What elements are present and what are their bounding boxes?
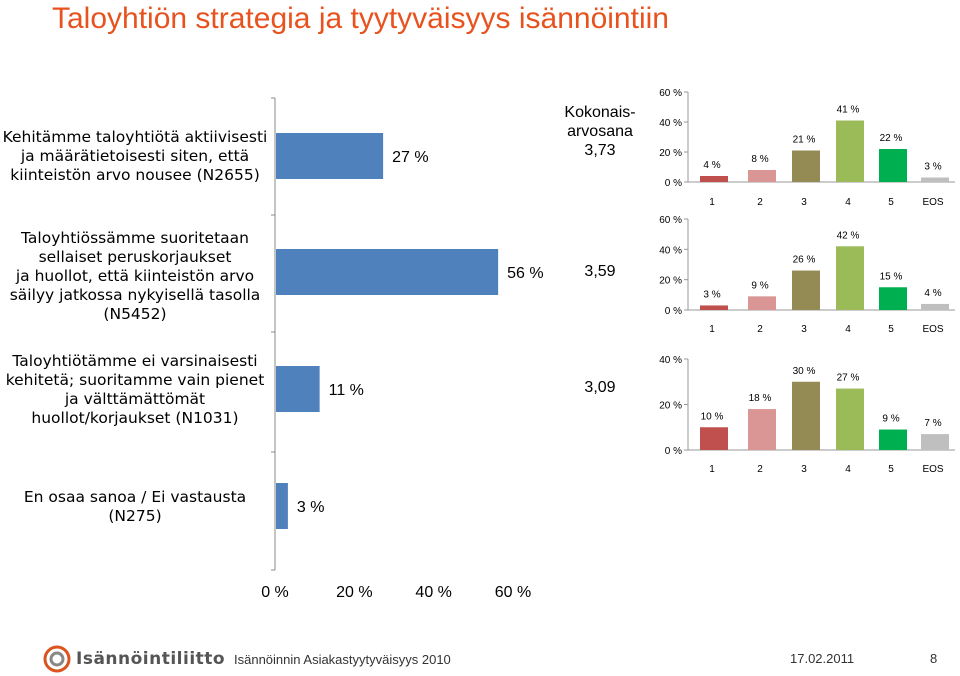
score-value: 3,59: [584, 263, 615, 280]
panel-y-tick-label: 60 %: [659, 88, 682, 99]
panel-bar: [700, 427, 728, 450]
panel-bar-value-label: 10 %: [701, 411, 724, 422]
panel-bar-value-label: 9 %: [751, 280, 768, 291]
panel-x-tick-label: EOS: [922, 464, 943, 475]
panel-bar: [792, 270, 820, 310]
main-bar-value-label: 11 %: [329, 382, 364, 399]
panel-bar-value-label: 26 %: [793, 255, 816, 266]
panel-bar: [792, 381, 820, 450]
logo: Isännöintiliitto: [42, 644, 225, 674]
logo-icon: [43, 645, 71, 673]
main-x-tick-label: 40 %: [415, 584, 451, 601]
panel-bar-value-label: 8 %: [751, 154, 768, 165]
panel-x-tick-label: 1: [709, 324, 715, 335]
panel-y-tick-label: 20 %: [659, 401, 682, 412]
logo-text: Isännöintiliitto: [76, 649, 226, 669]
panel-x-tick-label: EOS: [922, 324, 943, 335]
panel-bar: [836, 388, 864, 450]
panel-x-tick-label: 2: [757, 464, 763, 475]
panel-bar-value-label: 4 %: [924, 288, 941, 299]
main-x-tick-label: 0 %: [261, 584, 289, 601]
panel-bar-value-label: 22 %: [880, 133, 903, 144]
panel-y-tick-label: 20 %: [659, 148, 682, 159]
panel-bar-value-label: 41 %: [837, 105, 860, 116]
panel-x-tick-label: 5: [888, 464, 894, 475]
panel-bar: [921, 177, 949, 182]
main-bar-value-label: 3 %: [297, 499, 325, 516]
main-category-label: Kehitämme taloyhtiötä aktiivisesti ja mää…: [2, 128, 268, 184]
panel-bar-value-label: 21 %: [793, 135, 816, 146]
main-category-label: En osaa sanoa / Ei vastausta (N275): [23, 488, 247, 525]
panel-bar: [836, 120, 864, 182]
panel-bar-value-label: 7 %: [924, 418, 941, 429]
footer-survey: Isännöinnin Asiakastyytyväisyys 2010: [234, 652, 451, 667]
panel-x-tick-label: 1: [709, 197, 715, 208]
main-bar: [276, 483, 288, 529]
main-category-label: Taloyhtiötämme ei varsinaisesti kehitetä;…: [5, 352, 265, 427]
panel-bar: [879, 287, 907, 310]
score-header-line: arvosana: [567, 123, 633, 140]
panel-x-tick-label: 3: [801, 324, 807, 335]
panel-x-tick-label: 5: [888, 197, 894, 208]
main-bar: [276, 249, 499, 295]
panel-x-tick-label: 1: [709, 464, 715, 475]
panel-x-tick-label: 3: [801, 464, 807, 475]
panel-bar: [700, 176, 728, 182]
page-title: Taloyhtiön strategia ja tyytyväisyys isä…: [52, 2, 669, 35]
footer-date: 17.02.2011: [790, 651, 855, 666]
panel-bar-value-label: 27 %: [837, 373, 860, 384]
panel-bar-value-label: 15 %: [880, 271, 903, 282]
panel-bar: [879, 149, 907, 182]
panel-x-tick-label: EOS: [922, 197, 943, 208]
panel-bar-value-label: 3 %: [924, 162, 941, 173]
panel-bar-value-label: 9 %: [882, 414, 899, 425]
panel-bar: [700, 305, 728, 310]
panel-y-tick-label: 40 %: [659, 355, 682, 366]
panel-x-tick-label: 2: [757, 197, 763, 208]
panel-bar-value-label: 3 %: [703, 289, 720, 300]
panel-bar: [748, 170, 776, 182]
panel-bar: [748, 296, 776, 310]
footer-page-number: 8: [930, 651, 938, 666]
panel-bar: [921, 434, 949, 450]
panel-y-tick-label: 60 %: [659, 215, 682, 226]
panel-bar: [921, 303, 949, 310]
main-bar-value-label: 56 %: [507, 265, 543, 282]
panel-bar-value-label: 4 %: [703, 160, 720, 171]
panel-x-tick-label: 4: [845, 464, 851, 475]
main-bar: [276, 133, 384, 179]
panel-bar: [792, 150, 820, 182]
score-header-line: Kokonais-: [564, 104, 635, 121]
main-bar: [276, 366, 320, 412]
panel-x-tick-label: 2: [757, 324, 763, 335]
panel-bar: [836, 246, 864, 310]
panel-x-tick-label: 4: [845, 197, 851, 208]
panel-x-tick-label: 4: [845, 324, 851, 335]
panel-bar-value-label: 18 %: [749, 393, 772, 404]
score-value: 3,73: [584, 142, 615, 159]
panel-y-tick-label: 40 %: [659, 118, 682, 129]
panel-x-tick-label: 3: [801, 197, 807, 208]
panel-y-tick-label: 0 %: [665, 446, 682, 457]
score-value: 3,09: [584, 379, 615, 396]
main-x-tick-label: 20 %: [336, 584, 372, 601]
panel-y-tick-label: 40 %: [659, 245, 682, 256]
panel-y-tick-label: 20 %: [659, 276, 682, 287]
panel-bar-value-label: 30 %: [793, 366, 816, 377]
main-category-label: Taloyhtiössämme suoritetaan sellaiset per…: [9, 229, 261, 323]
panel-bar: [748, 409, 776, 450]
main-bar-value-label: 27 %: [392, 149, 428, 166]
panel-y-tick-label: 0 %: [665, 178, 682, 189]
panel-y-tick-label: 0 %: [665, 306, 682, 317]
panel-x-tick-label: 5: [888, 324, 894, 335]
main-x-tick-label: 60 %: [495, 584, 531, 601]
panel-bar-value-label: 42 %: [837, 230, 860, 241]
panel-bar: [879, 429, 907, 450]
